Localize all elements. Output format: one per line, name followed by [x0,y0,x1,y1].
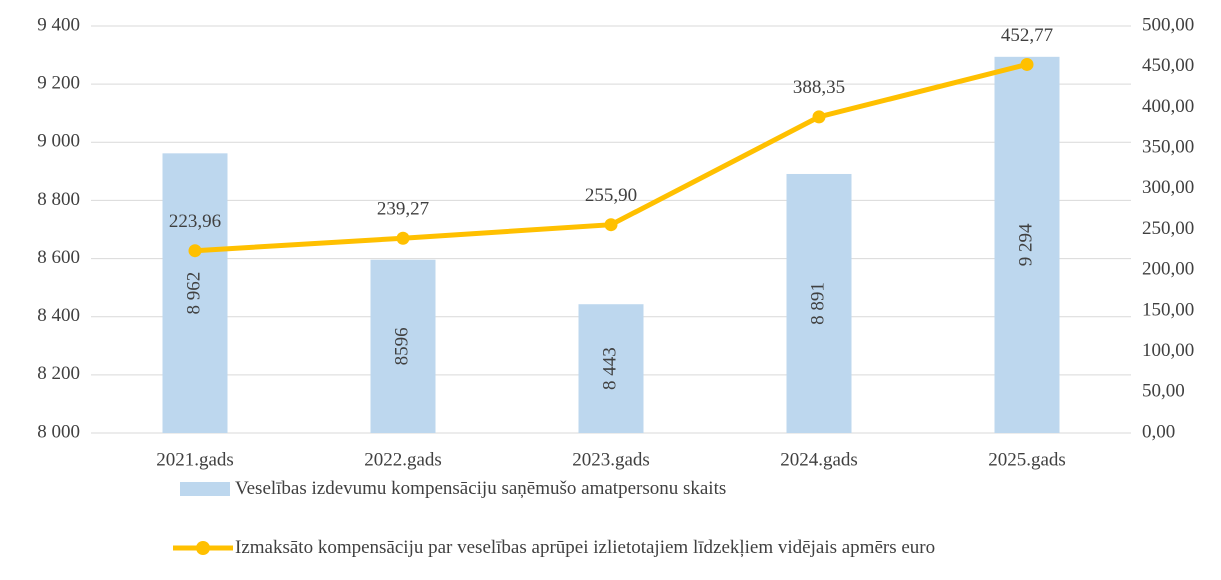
line-marker [1020,57,1034,71]
y2-tick-label: 500,00 [1142,14,1194,35]
legend-entry: Izmaksāto kompensāciju par veselības apr… [235,537,936,558]
bar-value-label: 9 294 [1015,223,1036,266]
y2-tick-label: 200,00 [1142,259,1194,280]
y2-tick-label: 300,00 [1142,177,1194,198]
y2-tick-label: 450,00 [1142,55,1194,76]
y-tick-label: 9 200 [37,73,80,94]
y-tick-label: 8 200 [37,363,80,384]
line-value-label: 239,27 [377,199,429,220]
bar [578,304,644,433]
bar-value-label: 8 962 [183,272,204,315]
legend-swatch-marker [196,541,210,555]
line-marker [396,231,410,245]
line-value-label: 388,35 [793,77,845,98]
y-tick-label: 9 400 [37,14,80,35]
y2-tick-label: 150,00 [1142,299,1194,320]
y-tick-label: 8 400 [37,305,80,326]
x-tick-label: 2024.gads [780,449,858,470]
y2-tick-label: 350,00 [1142,136,1194,157]
y-tick-label: 8 000 [37,421,80,442]
line-value-label: 223,96 [169,211,221,232]
y2-tick-label: 400,00 [1142,96,1194,117]
legend-swatch-bar [180,482,230,496]
line-value-label: 255,90 [585,185,637,206]
bar [994,56,1060,434]
bar-value-label: 8596 [391,327,412,365]
x-tick-label: 2025.gads [988,449,1066,470]
bar [162,153,228,433]
line-value-label: 452,77 [1001,25,1053,46]
y2-tick-label: 50,00 [1142,381,1185,402]
x-tick-label: 2022.gads [364,449,442,470]
bar [370,259,436,433]
y2-tick-label: 100,00 [1142,340,1194,361]
x-tick-label: 2023.gads [572,449,650,470]
y2-tick-label: 250,00 [1142,218,1194,239]
line-marker [188,244,202,258]
bar [786,173,852,433]
y-tick-label: 9 000 [37,131,80,152]
x-tick-label: 2021.gads [156,449,234,470]
line-marker [604,218,618,232]
y2-tick-label: 0,00 [1142,421,1175,442]
y-tick-label: 8 600 [37,247,80,268]
bar-value-label: 8 443 [599,347,620,390]
bar-value-label: 8 891 [807,282,828,325]
y-tick-label: 8 800 [37,189,80,210]
legend-entry: Veselības izdevumu kompensāciju saņēmušo… [235,478,727,499]
line-marker [812,110,826,124]
plot: 8 000 8 200 8 400 8 600 8 800 9 000 9 200 9 400… [37,14,1194,470]
